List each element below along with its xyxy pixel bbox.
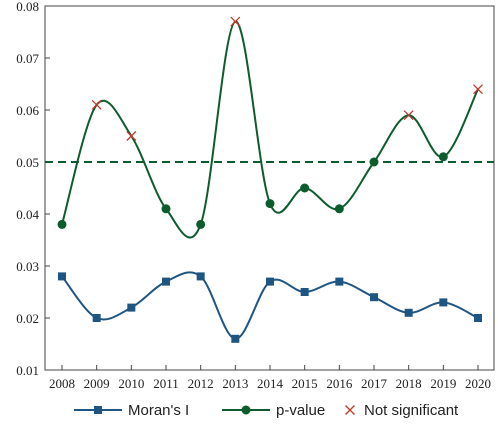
y-tick-label: 0.05 [16, 155, 39, 170]
legend-marker-morans-i [94, 406, 102, 414]
x-tick-label: 2009 [84, 376, 110, 391]
data-point-morans-i [58, 272, 66, 281]
not-significant-marker [230, 16, 241, 27]
data-point-p-value [57, 219, 67, 229]
data-point-p-value [300, 183, 310, 193]
x-stroke [473, 84, 483, 95]
x-tick-label: 2015 [292, 376, 318, 391]
data-point-morans-i [196, 272, 205, 281]
data-point-morans-i [231, 334, 240, 343]
x-stroke [345, 405, 355, 415]
x-tick-label: 2011 [153, 376, 179, 391]
data-point-morans-i [335, 277, 344, 286]
y-tick-label: 0.03 [16, 259, 39, 274]
axes: 0.01 0.02 0.03 0.04 0.05 0.06 0.07 0.08 2008 2009… [16, 0, 495, 391]
data-point-p-value [196, 219, 206, 229]
data-point-p-value [265, 199, 275, 209]
not-significant-marker [473, 84, 483, 95]
x-tick-label: 2018 [396, 376, 422, 391]
x-tick-label: 2016 [326, 376, 353, 391]
x-stroke [91, 99, 102, 110]
data-point-morans-i [266, 277, 274, 286]
data-point-morans-i [300, 288, 309, 296]
not-significant-marker [91, 99, 102, 110]
x-stroke [403, 110, 414, 121]
data-point-morans-i [474, 314, 482, 322]
data-point-p-value [369, 157, 379, 167]
legend-label-not-significant: Not significant [364, 402, 459, 419]
legend-marker-not-significant [345, 405, 355, 415]
x-tick-label: 2020 [465, 376, 491, 391]
data-point-p-value [334, 204, 344, 214]
legend-marker-p-value [241, 405, 251, 415]
x-tick-label: 2017 [361, 376, 388, 391]
data-point-morans-i [370, 293, 378, 302]
data-point-morans-i [439, 298, 448, 307]
data-point-morans-i [92, 314, 101, 322]
x-tick-label: 2013 [222, 376, 248, 391]
not-significant-marker [126, 131, 137, 141]
data-point-p-value [161, 204, 171, 214]
legend-label-morans-i: Moran's I [128, 402, 189, 419]
data-point-morans-i [127, 303, 136, 312]
plot-frame [44, 5, 495, 371]
y-tick-label: 0.04 [16, 207, 39, 222]
legend: Moran's I p-value Not significant [74, 402, 459, 419]
x-tick-label: 2014 [257, 376, 284, 391]
legend-label-p-value: p-value [276, 402, 325, 419]
y-tick-label: 0.06 [16, 103, 39, 118]
x-tick-label: 2010 [118, 376, 144, 391]
x-tick-label: 2008 [49, 376, 75, 391]
y-tick-label: 0.01 [16, 363, 39, 378]
data-point-p-value [438, 152, 448, 162]
not-significant-marker [403, 110, 414, 121]
data-point-morans-i [404, 308, 413, 317]
x-tick-label: 2012 [188, 376, 214, 391]
y-tick-label: 0.07 [16, 51, 39, 66]
x-stroke [126, 131, 137, 141]
x-tick-label: 2019 [430, 376, 456, 391]
y-tick-label: 0.02 [16, 311, 39, 326]
y-tick-label: 0.08 [16, 0, 39, 14]
x-stroke [230, 16, 241, 27]
series-layer [57, 16, 483, 343]
data-point-morans-i [162, 277, 170, 286]
